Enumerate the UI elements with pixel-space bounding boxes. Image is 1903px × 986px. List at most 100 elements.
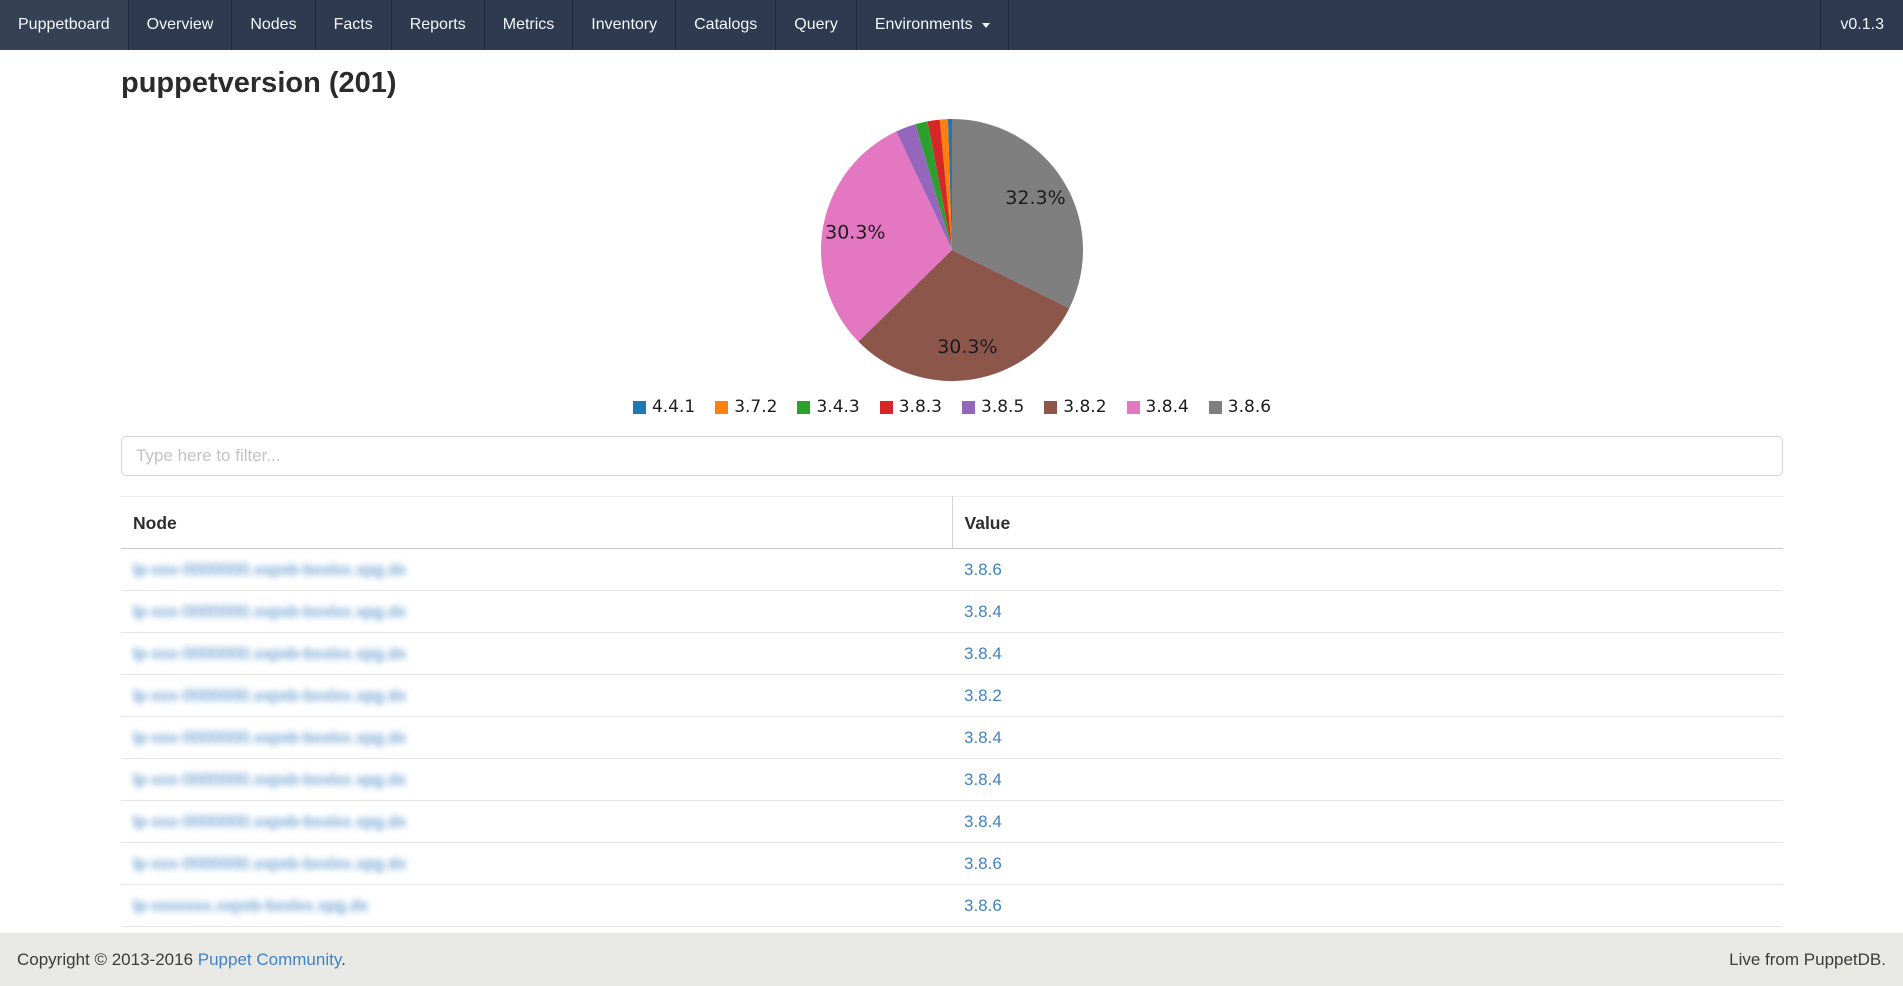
table-row: lp-xxx-0000000.xxpxb-bxxlxx.xpg.dx 3.8.4: [121, 758, 1783, 801]
column-header-value[interactable]: Value: [951, 496, 1783, 549]
nav-item-inventory[interactable]: Inventory: [572, 0, 675, 50]
node-cell: lp-xxx-0000000.xxpxb-bxxlxx.xpg.dx: [121, 548, 952, 591]
pie-slice-3.7.2: [939, 119, 952, 250]
legend-item-3.8.2: 3.8.2: [1044, 397, 1107, 417]
node-link[interactable]: lp-xxx-0000000.xxpxb-bxxlxx.xpg.dx: [133, 727, 407, 747]
table-row: lp-xxx-0000000.xxpxb-bxxlxx.xpg.dx 3.8.4: [121, 716, 1783, 759]
table-row: lp-xxxxxxx.xxpxb-bxxlxx.xpg.dx 3.8.6: [121, 884, 1783, 927]
legend-label: 3.8.3: [898, 397, 942, 417]
nav-spacer: [1009, 0, 1821, 50]
chart-legend: 4.4.1 3.7.2 3.4.3 3.8.3 3.8.5 3.8.2 3.8.4 3.8.6: [623, 397, 1281, 417]
legend-label: 3.8.6: [1227, 397, 1272, 417]
node-link[interactable]: lp-xxx-0000000.xxpxb-bxxlxx.xpg.dx: [133, 811, 407, 831]
nav-item-query[interactable]: Query: [775, 0, 856, 50]
nav-dropdown-environments[interactable]: Environments: [855, 0, 1009, 50]
nav-item-catalogs[interactable]: Catalogs: [675, 0, 775, 50]
pie-percent-label: 30.3%: [937, 336, 997, 358]
main-content: puppetversion (201) 30.3% 30.3% 32.3% 4.4.…: [121, 67, 1783, 927]
value-cell: 3.8.6: [952, 842, 1783, 885]
value-cell: 3.8.4: [952, 716, 1783, 759]
legend-swatch-icon: [715, 400, 729, 414]
value-cell: 3.8.6: [952, 548, 1783, 591]
node-cell: lp-xxx-0000000.xxpxb-bxxlxx.xpg.dx: [121, 800, 952, 843]
table-row: lp-xxx-0000000.xxpxb-bxxlxx.xpg.dx 3.8.2: [121, 674, 1783, 717]
nav-item-overview[interactable]: Overview: [127, 0, 232, 50]
value-link[interactable]: 3.8.2: [964, 685, 1002, 705]
pie-slice-3.8.4: [820, 131, 952, 342]
pie-slice-4.4.1: [947, 118, 952, 250]
node-link[interactable]: lp-xxxxxxx.xxpxb-bxxlxx.xpg.dx: [133, 895, 369, 915]
value-cell: 3.8.4: [952, 800, 1783, 843]
value-link[interactable]: 3.8.4: [964, 769, 1002, 789]
node-cell: lp-xxx-0000000.xxpxb-bxxlxx.xpg.dx: [121, 632, 952, 675]
puppet-community-link[interactable]: Puppet Community: [197, 949, 342, 969]
legend-label: 3.7.2: [734, 397, 778, 417]
version-badge: v0.1.3: [1820, 0, 1903, 50]
value-link[interactable]: 3.8.4: [964, 811, 1002, 831]
legend-label: 3.8.2: [1063, 397, 1107, 417]
nav-brand-puppetboard[interactable]: Puppetboard: [0, 0, 128, 50]
legend-item-3.8.6: 3.8.6: [1208, 397, 1272, 417]
column-header-node[interactable]: Node: [121, 496, 952, 549]
page-title: puppetversion (201): [121, 67, 397, 99]
node-link[interactable]: lp-xxx-0000000.xxpxb-bxxlxx.xpg.dx: [133, 685, 407, 705]
legend-swatch-icon: [632, 400, 646, 414]
table-body: lp-xxx-0000000.xxpxb-bxxlxx.xpg.dx 3.8.6 l…: [121, 548, 1783, 927]
legend-item-3.8.4: 3.8.4: [1126, 397, 1189, 417]
pie-percent-label: 30.3%: [825, 222, 885, 244]
legend-swatch-icon: [1208, 400, 1222, 414]
node-link[interactable]: lp-xxx-0000000.xxpxb-bxxlxx.xpg.dx: [133, 559, 407, 579]
legend-swatch-icon: [1044, 400, 1058, 414]
node-cell: lp-xxx-0000000.xxpxb-bxxlxx.xpg.dx: [121, 590, 952, 633]
node-link[interactable]: lp-xxx-0000000.xxpxb-bxxlxx.xpg.dx: [133, 853, 407, 873]
node-link[interactable]: lp-xxx-0000000.xxpxb-bxxlxx.xpg.dx: [133, 643, 407, 663]
pie-slice-3.4.3: [915, 121, 952, 250]
pie-slice-3.8.5: [896, 124, 952, 250]
chevron-down-icon: [981, 22, 990, 28]
copyright-prefix: Copyright © 2013-2016: [17, 949, 198, 969]
value-link[interactable]: 3.8.6: [964, 895, 1002, 915]
node-cell: lp-xxx-0000000.xxpxb-bxxlxx.xpg.dx: [121, 716, 952, 759]
legend-label: 3.4.3: [816, 397, 860, 417]
node-cell: lp-xxxxxxx.xxpxb-bxxlxx.xpg.dx: [121, 884, 952, 927]
footer: Copyright © 2013-2016 Puppet Community. …: [0, 933, 1903, 986]
version-label: v0.1.3: [1840, 16, 1884, 33]
value-cell: 3.8.4: [952, 632, 1783, 675]
table-row: lp-xxx-0000000.xxpxb-bxxlxx.xpg.dx 3.8.4: [121, 590, 1783, 633]
legend-label: 4.4.1: [651, 397, 696, 417]
value-cell: 3.8.4: [952, 590, 1783, 633]
filter-input[interactable]: [121, 436, 1783, 476]
table-row: lp-xxx-0000000.xxpxb-bxxlxx.xpg.dx 3.8.4: [121, 632, 1783, 675]
copyright-suffix: .: [341, 949, 346, 969]
legend-swatch-icon: [962, 400, 975, 414]
pie-slice-3.8.3: [927, 119, 952, 250]
value-cell: 3.8.6: [952, 884, 1783, 927]
table-row: lp-xxx-0000000.xxpxb-bxxlxx.xpg.dx 3.8.6: [121, 842, 1783, 885]
nav-item-nodes[interactable]: Nodes: [231, 0, 314, 50]
node-link[interactable]: lp-xxx-0000000.xxpxb-bxxlxx.xpg.dx: [133, 601, 407, 621]
nav-item-metrics[interactable]: Metrics: [483, 0, 573, 50]
pie-percent-label: 32.3%: [1005, 187, 1065, 209]
value-cell: 3.8.2: [952, 674, 1783, 717]
top-nav: Puppetboard Overview Nodes Facts Reports Met…: [0, 0, 1903, 50]
value-link[interactable]: 3.8.4: [964, 727, 1002, 747]
nav-item-reports[interactable]: Reports: [390, 0, 484, 50]
nav-dropdown-label: Environments: [874, 16, 973, 33]
node-link[interactable]: lp-xxx-0000000.xxpxb-bxxlxx.xpg.dx: [133, 769, 407, 789]
facts-table: Node Value lp-xxx-0000000.xxpxb-bxxlxx.x…: [121, 496, 1783, 927]
table-row: lp-xxx-0000000.xxpxb-bxxlxx.xpg.dx 3.8.4: [121, 800, 1783, 843]
node-cell: lp-xxx-0000000.xxpxb-bxxlxx.xpg.dx: [121, 842, 952, 885]
legend-label: 3.8.4: [1145, 397, 1189, 417]
value-link[interactable]: 3.8.6: [964, 853, 1002, 873]
table-row: lp-xxx-0000000.xxpxb-bxxlxx.xpg.dx 3.8.6: [121, 548, 1783, 591]
legend-item-3.4.3: 3.4.3: [797, 397, 860, 417]
pie-chart: 30.3% 30.3% 32.3%: [820, 118, 1083, 381]
value-link[interactable]: 3.8.6: [964, 559, 1002, 579]
value-cell: 3.8.4: [952, 758, 1783, 801]
value-link[interactable]: 3.8.4: [964, 601, 1002, 621]
pie-chart-area: 30.3% 30.3% 32.3% 4.4.1 3.7.2 3.4.3 3.8.3 3.8.…: [121, 114, 1783, 417]
value-link[interactable]: 3.8.4: [964, 643, 1002, 663]
nav-item-facts[interactable]: Facts: [314, 0, 391, 50]
pie-slice-3.8.2: [858, 250, 1070, 381]
legend-swatch-icon: [797, 400, 811, 414]
